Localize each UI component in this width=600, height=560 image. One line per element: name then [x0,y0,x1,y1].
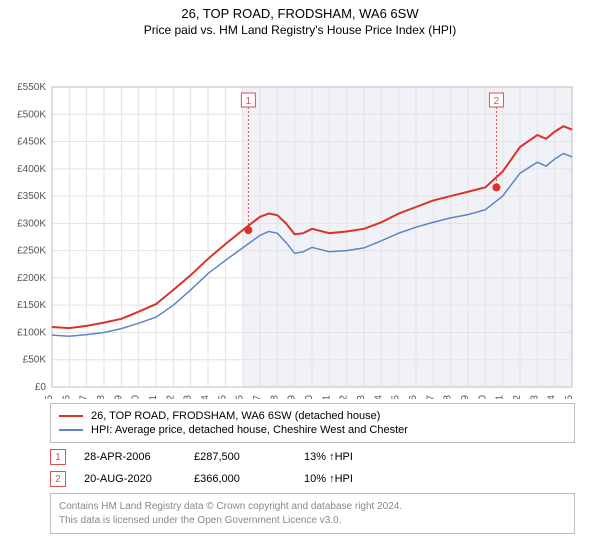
svg-text:2003: 2003 [183,395,194,399]
svg-text:2007: 2007 [252,395,263,399]
svg-text:2012: 2012 [339,395,350,399]
svg-text:2015: 2015 [391,395,402,399]
sale-date: 20-AUG-2020 [84,473,194,485]
svg-text:£400K: £400K [17,164,46,175]
svg-text:£0: £0 [35,382,47,393]
svg-text:£50K: £50K [23,355,47,366]
svg-text:£150K: £150K [17,300,46,311]
svg-text:1998: 1998 [96,395,107,399]
svg-text:£450K: £450K [17,137,46,148]
svg-text:1997: 1997 [79,395,90,399]
svg-text:2014: 2014 [373,395,384,399]
legend-label: HPI: Average price, detached house, Ches… [91,424,408,436]
svg-text:1995: 1995 [44,395,55,399]
legend-swatch [59,415,83,417]
svg-text:2005: 2005 [217,395,228,399]
svg-text:2018: 2018 [443,395,454,399]
sale-delta: 10% [304,473,414,485]
svg-text:2024: 2024 [547,395,558,399]
svg-text:2001: 2001 [148,395,159,399]
svg-text:2020: 2020 [477,395,488,399]
attribution: Contains HM Land Registry data © Crown c… [50,493,575,534]
title-main: 26, TOP ROAD, FRODSHAM, WA6 6SW [0,6,600,21]
sale-badge: 2 [50,471,66,487]
svg-text:£300K: £300K [17,218,46,229]
price-chart: £0 £50K £100K £150K £200K £250K £300K £350K £400… [0,39,600,399]
sale-price: £287,500 [194,451,304,463]
svg-text:2009: 2009 [287,395,298,399]
legend-item: HPI: Average price, detached house, Ches… [59,424,566,436]
svg-text:2019: 2019 [460,395,471,399]
legend-item: 26, TOP ROAD, FRODSHAM, WA6 6SW (detache… [59,410,566,422]
svg-text:2004: 2004 [200,395,211,399]
sale-row: 2 20-AUG-2020 £366,000 10% [50,471,575,487]
legend: 26, TOP ROAD, FRODSHAM, WA6 6SW (detache… [50,403,575,443]
chart-titles: 26, TOP ROAD, FRODSHAM, WA6 6SW Price pa… [0,0,600,39]
svg-text:2010: 2010 [304,395,315,399]
attribution-line: This data is licensed under the Open Gov… [59,514,566,528]
svg-text:2: 2 [494,96,500,107]
svg-text:£250K: £250K [17,246,46,257]
svg-text:1999: 1999 [113,395,124,399]
svg-text:2022: 2022 [512,395,523,399]
svg-text:2017: 2017 [425,395,436,399]
attribution-line: Contains HM Land Registry data © Crown c… [59,500,566,514]
sale-badge: 1 [50,449,66,465]
sale-row: 1 28-APR-2006 £287,500 13% [50,449,575,465]
sale-date: 28-APR-2006 [84,451,194,463]
svg-text:£500K: £500K [17,109,46,120]
svg-text:2000: 2000 [131,395,142,399]
legend-swatch [59,429,83,431]
legend-label: 26, TOP ROAD, FRODSHAM, WA6 6SW (detache… [91,410,380,422]
svg-text:£350K: £350K [17,191,46,202]
sales-list: 1 28-APR-2006 £287,500 13% 2 20-AUG-2020… [50,449,575,487]
title-sub: Price paid vs. HM Land Registry's House … [0,23,600,37]
svg-text:2002: 2002 [165,395,176,399]
svg-text:2006: 2006 [235,395,246,399]
svg-text:2016: 2016 [408,395,419,399]
svg-text:2013: 2013 [356,395,367,399]
svg-text:1: 1 [246,96,252,107]
svg-text:2011: 2011 [321,395,332,399]
svg-text:2025: 2025 [564,395,575,399]
sale-price: £366,000 [194,473,304,485]
svg-text:2008: 2008 [269,395,280,399]
svg-text:1996: 1996 [61,395,72,399]
svg-text:£550K: £550K [17,82,46,93]
svg-text:2021: 2021 [495,395,506,399]
svg-text:2023: 2023 [529,395,540,399]
sale-delta: 13% [304,451,414,463]
svg-text:£200K: £200K [17,273,46,284]
svg-text:£100K: £100K [17,327,46,338]
